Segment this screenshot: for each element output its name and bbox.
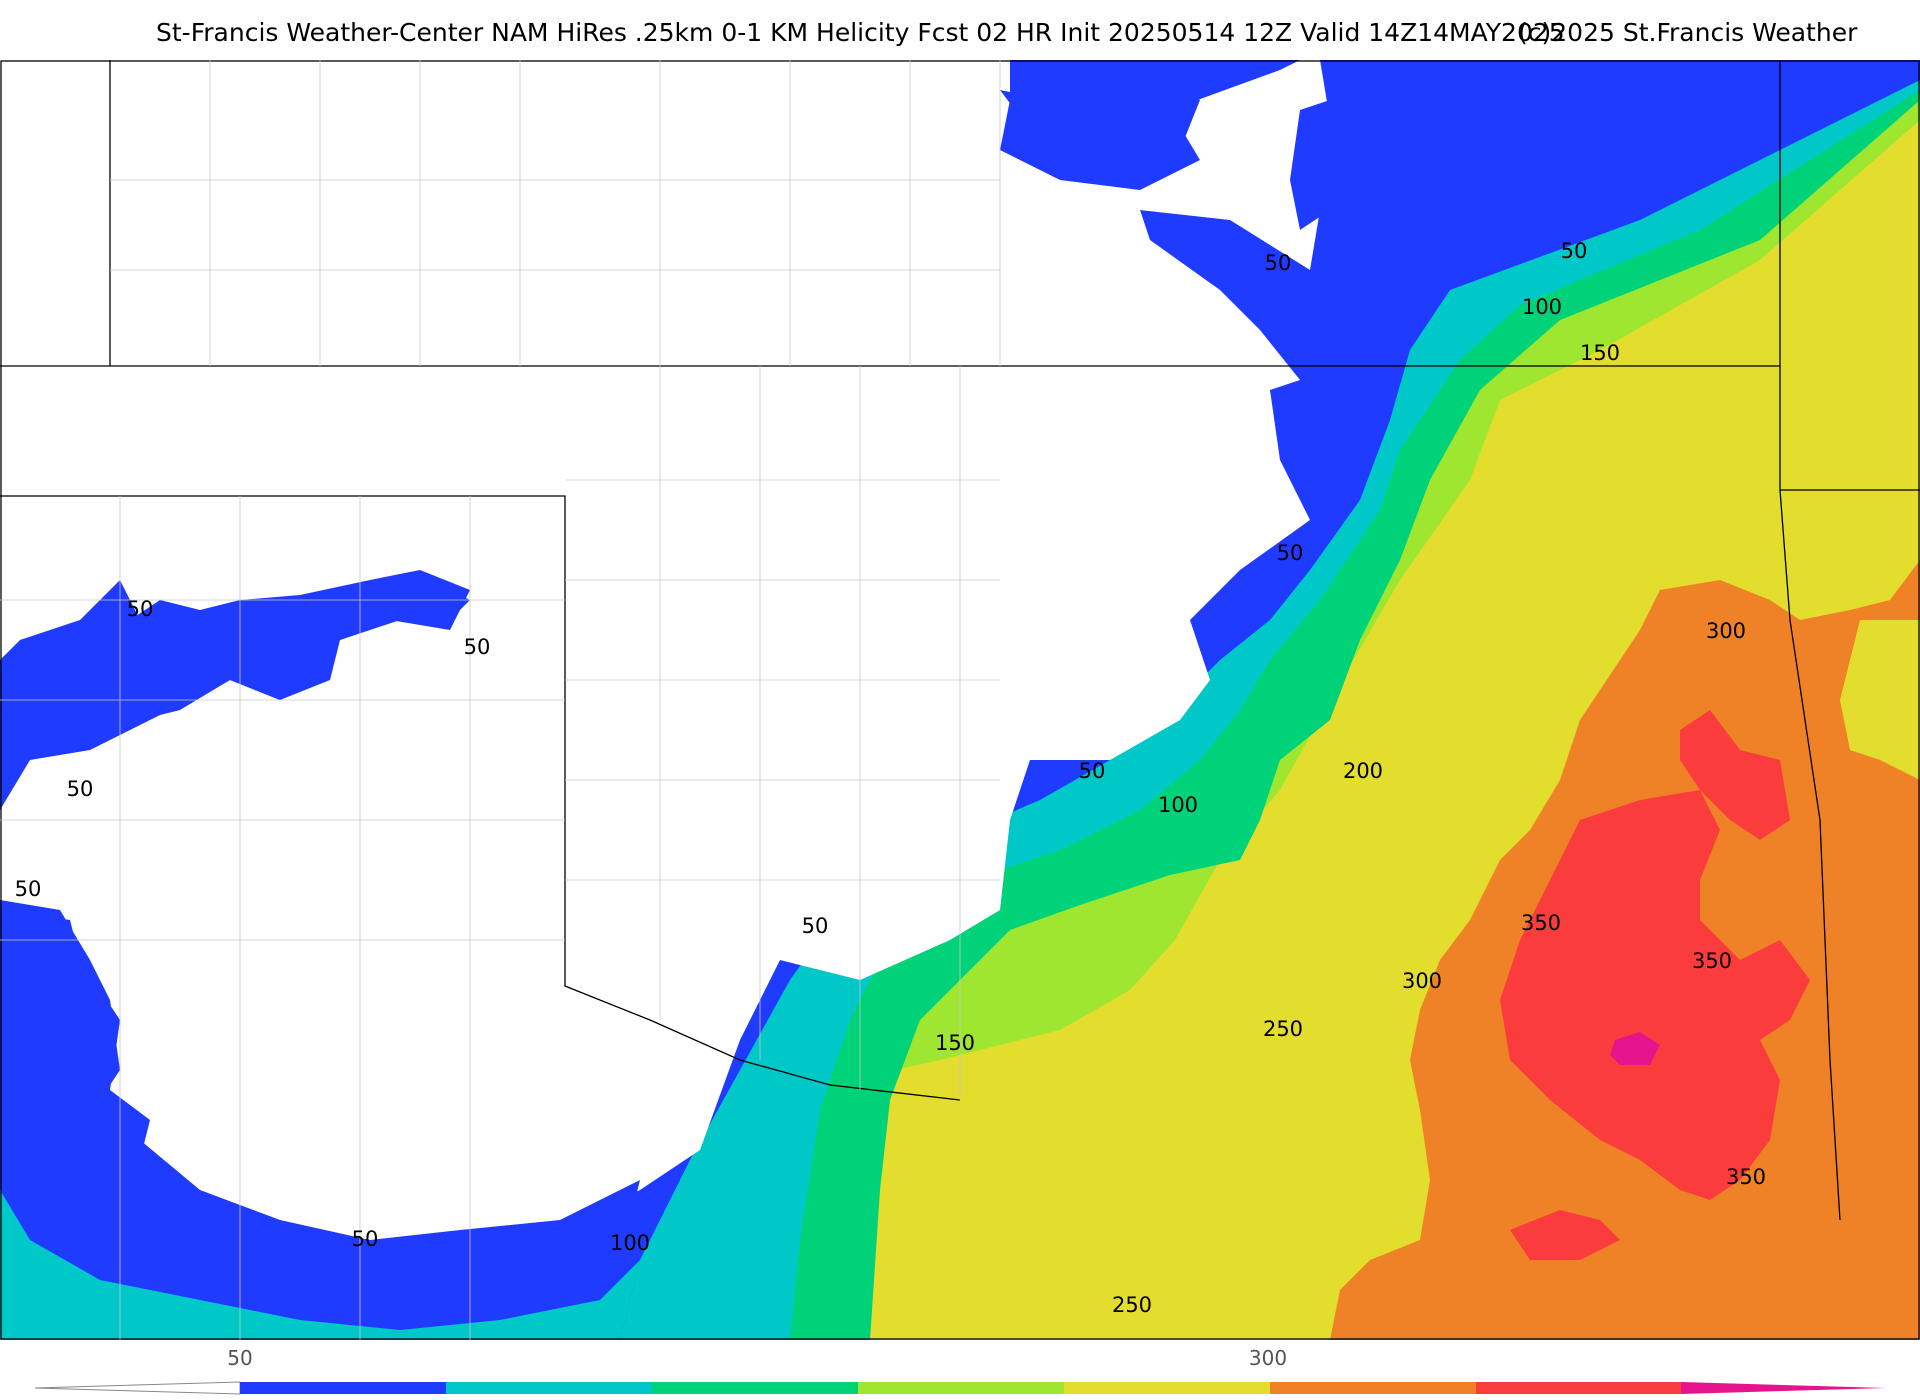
contour-label: 50: [1079, 759, 1106, 783]
colorbar-segment: [240, 1382, 446, 1394]
colorbar-segment: [1270, 1382, 1476, 1394]
colorbar-segment: [1476, 1382, 1682, 1394]
band-250-300-island: [1170, 1000, 1330, 1135]
band-50-100-northwest-blob: [0, 570, 470, 720]
colorbar-label: 300: [1249, 1346, 1287, 1370]
state-border-east: [1779, 366, 1920, 1221]
contour-label: 300: [1402, 969, 1442, 993]
contour-label-layer: 50 50 50 50 50 50 50 50 50 50 100 100 10…: [15, 239, 1766, 1317]
below-50-region: [0, 60, 1330, 1250]
colorbar-segments: [240, 1382, 1682, 1394]
map-title: St-Francis Weather-Center NAM HiRes .25k…: [156, 18, 1565, 47]
colorbar-label: 50: [227, 1346, 252, 1370]
band-50-100-left-edge: [0, 900, 640, 1340]
band-400-plus: [1610, 1032, 1660, 1065]
contour-label: 50: [1265, 251, 1292, 275]
colorbar-segment: [858, 1382, 1064, 1394]
band-50-100-north-spike: [1290, 100, 1340, 230]
contour-label: 150: [935, 1031, 975, 1055]
state-border-panhandle: [0, 495, 961, 1101]
contour-label: 150: [1580, 341, 1620, 365]
band-100-150-southwest: [0, 1190, 640, 1340]
contour-label: 50: [15, 877, 42, 901]
band-50-100-north-lobe: [1000, 80, 1200, 170]
colorbar-segment: [652, 1382, 858, 1394]
contour-label: 100: [1522, 295, 1562, 319]
colorbar: 50 300: [34, 1346, 1886, 1395]
contour-label: 50: [352, 1227, 379, 1251]
colorbar-segment: [446, 1382, 652, 1394]
contour-label: 100: [1158, 793, 1198, 817]
contour-label: 50: [1277, 541, 1304, 565]
copyright-text: (c)2025 St.Francis Weather: [1518, 18, 1858, 47]
contour-label: 350: [1726, 1165, 1766, 1189]
contour-label: 250: [1112, 1293, 1152, 1317]
band-250-300-inner-east: [1840, 620, 1920, 780]
contour-label: 250: [1263, 1017, 1303, 1041]
band-350-400-patch-north: [1680, 710, 1790, 840]
contour-label: 50: [1561, 239, 1588, 263]
county-grid: [0, 60, 1001, 1340]
band-350-400-patch-south: [1510, 1210, 1620, 1260]
contour-label: 50: [802, 914, 829, 938]
contour-label: 100: [610, 1231, 650, 1255]
contour-label: 200: [1343, 759, 1383, 783]
helicity-map: 50 50 50 50 50 50 50 50 50 50 100 100 10…: [0, 60, 1920, 1340]
colorbar-high-triangle: [1681, 1382, 1886, 1394]
map-title-bar: St-Francis Weather-Center NAM HiRes .25k…: [0, 10, 1920, 58]
colorbar-segment: [1064, 1382, 1270, 1394]
band-350-400: [1500, 790, 1810, 1200]
colorbar-low-triangle: [34, 1381, 241, 1395]
contour-label: 50: [67, 777, 94, 801]
contour-label: 350: [1692, 949, 1732, 973]
contour-label: 50: [127, 597, 154, 621]
contour-label: 50: [464, 635, 491, 659]
contour-label: 300: [1706, 619, 1746, 643]
contour-label: 350: [1521, 911, 1561, 935]
